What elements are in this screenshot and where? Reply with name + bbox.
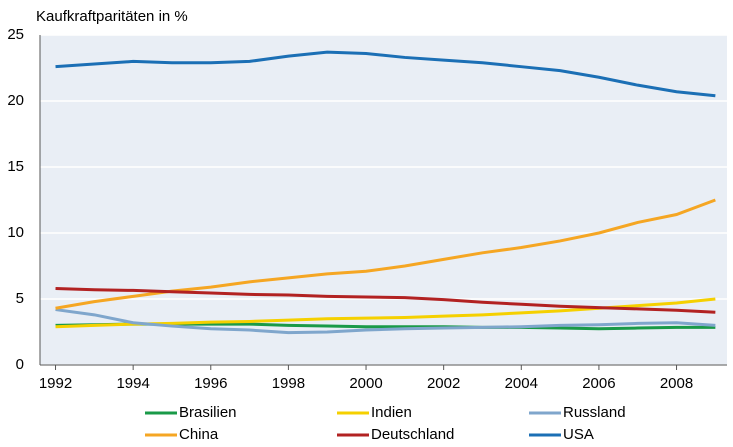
x-tick-label: 1998 [272, 375, 305, 392]
x-tick-label: 1992 [39, 375, 72, 392]
legend-label: Brasilien [179, 404, 237, 421]
line [55, 308, 716, 335]
legend-label: Indien [371, 404, 412, 421]
x-tick-label: 1994 [116, 375, 149, 392]
legend-label: Deutschland [371, 426, 454, 443]
x-tick-label: 2000 [349, 375, 382, 392]
x-tick-label: 1996 [194, 375, 227, 392]
y-tick-label: 10 [7, 224, 24, 241]
line [55, 286, 716, 314]
y-tick-label: 25 [7, 26, 24, 43]
legend-label: USA [563, 426, 594, 443]
legend-label: China [179, 426, 219, 443]
y-tick-label: 20 [7, 92, 24, 109]
x-tick-label: 2002 [427, 375, 460, 392]
x-tick-label: 2004 [505, 375, 538, 392]
line [55, 50, 716, 98]
plot-area [40, 35, 727, 365]
legend-label: Russland [563, 404, 626, 421]
y-tick-label: 5 [16, 290, 24, 307]
x-tick-label: 2006 [582, 375, 615, 392]
chart-title: Kaufkraftparitäten in % [36, 8, 188, 25]
y-tick-label: 15 [7, 158, 24, 175]
y-tick-label: 0 [16, 356, 24, 373]
x-tick-label: 2008 [660, 375, 693, 392]
